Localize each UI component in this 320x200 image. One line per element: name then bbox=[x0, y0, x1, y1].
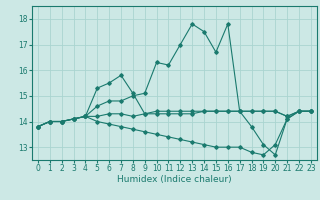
X-axis label: Humidex (Indice chaleur): Humidex (Indice chaleur) bbox=[117, 175, 232, 184]
